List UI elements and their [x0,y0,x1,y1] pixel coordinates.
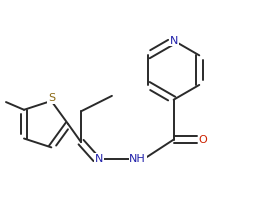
Text: S: S [48,93,55,103]
Text: NH: NH [129,154,146,164]
Text: N: N [95,154,103,164]
Text: O: O [199,135,207,145]
Text: N: N [169,36,178,46]
